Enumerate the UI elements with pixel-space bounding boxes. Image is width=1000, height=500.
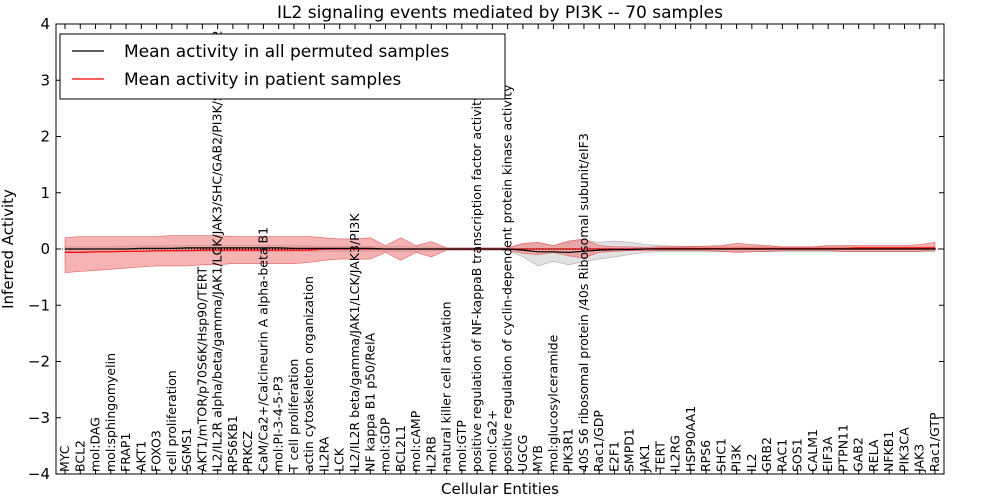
x-tick-label: AKT1 — [133, 441, 148, 472]
x-tick-label: LCK — [332, 447, 347, 472]
x-tick-label: mol:sphingomyelin — [103, 353, 118, 472]
x-tick-label: mol:PI-3-4-5-P3 — [271, 376, 286, 472]
x-tick-label: mol:DAG — [88, 417, 103, 472]
y-tick-label: −3 — [28, 409, 50, 427]
y-tick-label: 1 — [40, 184, 50, 202]
x-tick-label: Rac1/GTP — [927, 412, 942, 472]
x-tick-label: mol:cAMP — [408, 410, 423, 472]
x-tick-label: mol:GTP — [454, 420, 469, 472]
x-tick-label: SOS1 — [790, 438, 805, 472]
y-axis-label: Inferred Activity — [0, 189, 17, 309]
x-tick-label: T cell proliferation — [286, 359, 301, 473]
x-tick-label: EIF3A — [820, 436, 835, 472]
x-tick-label: SHC1 — [713, 438, 728, 472]
x-tick-label: PIK3R1 — [561, 428, 576, 472]
x-tick-label: SMPD1 — [622, 428, 637, 472]
x-tick-label: E2F1 — [607, 441, 622, 472]
x-tick-label: FRAP1 — [118, 433, 133, 472]
x-tick-label: RAC1 — [774, 439, 789, 472]
x-tick-label: JAK1 — [637, 444, 652, 473]
x-tick-label: IL2/IL2R beta/gamma/JAK1/LCK/JAK3/PI3K — [347, 213, 362, 472]
legend-label-patient: Mean activity in patient samples — [124, 70, 401, 90]
x-tick-label: BCL2L1 — [393, 425, 408, 472]
x-tick-label: UGCG — [515, 435, 530, 472]
x-tick-label: MYC — [57, 445, 72, 472]
x-tick-label: SGMS1 — [179, 428, 194, 472]
x-tick-label: PTPN11 — [835, 424, 850, 472]
x-tick-label: PRKCZ — [240, 431, 255, 472]
x-tick-label: positive regulation of NF-kappaB transcr… — [469, 93, 484, 472]
x-tick-label: positive regulation of cyclin-dependent … — [500, 84, 515, 472]
patient-band — [64, 235, 936, 273]
x-tick-label: RELA — [866, 439, 881, 472]
x-tick-label: mol:Ca2+ — [484, 410, 499, 472]
chart-title: IL2 signaling events mediated by PI3K --… — [277, 3, 723, 23]
x-tick-label: IL2 — [744, 453, 759, 472]
x-tick-label: mol:GDP — [378, 417, 393, 472]
x-tick-label: NF kappa B1 p50/RelA — [362, 332, 377, 472]
x-axis-label: Cellular Entities — [441, 480, 559, 498]
x-tick-label: CALM1 — [805, 429, 820, 472]
x-tick-label: GAB2 — [851, 437, 866, 472]
x-tick-label: BCL2 — [72, 440, 87, 472]
x-tick-label: IL2/IL2R alpha/beta/gamma/JAK1/LCK/JAK3/… — [210, 30, 225, 472]
x-tick-label: NFKB1 — [881, 431, 896, 472]
x-tick-label: cell proliferation — [164, 370, 179, 472]
x-tick-label: IL2RG — [668, 435, 683, 472]
y-tick-label: 0 — [40, 240, 50, 258]
x-tick-label: Rac1/GDP — [591, 410, 606, 472]
x-tick-label: CaM/Ca2+/Calcineurin A alpha-beta B1 — [255, 227, 270, 472]
x-tick-label: actin cytoskeleton organization — [301, 276, 316, 472]
x-tick-label: GRB2 — [759, 437, 774, 472]
legend-box — [59, 33, 506, 100]
x-tick-label: mol:glucosylceramide — [545, 334, 560, 472]
x-tick-label: TERT — [652, 441, 667, 473]
x-tick-label: JAK3 — [912, 444, 927, 473]
x-tick-label: PI3K — [729, 444, 744, 472]
x-tick-label: IL2RB — [423, 436, 438, 472]
y-tick-label: 2 — [40, 128, 50, 146]
x-tick-label: IL2RA — [317, 436, 332, 472]
y-tick-label: −4 — [28, 465, 50, 483]
plot-frame — [55, 23, 945, 475]
x-tick-label: AKT1/mTOR/p70S6K/Hsp90/TERT — [194, 266, 209, 472]
x-tick-label: RPS6KB1 — [225, 415, 240, 472]
legend: Mean activity in all permuted samples Me… — [59, 33, 506, 100]
legend-label-permuted: Mean activity in all permuted samples — [124, 42, 449, 62]
y-tick-label: −1 — [28, 296, 50, 314]
x-tick-label: HSP90AA1 — [683, 406, 698, 472]
y-tick-label: −2 — [28, 353, 50, 371]
y-tick-label: 3 — [40, 71, 50, 89]
x-tick-label: FOXO3 — [149, 430, 164, 472]
x-tick-label: RPS6 — [698, 440, 713, 472]
x-tick-label: 40S S6 ribosomal protein /40s Ribosomal … — [576, 133, 591, 472]
x-tick-label: natural killer cell activation — [439, 301, 454, 472]
x-tick-label: MYB — [530, 445, 545, 472]
x-tick-label: PIK3CA — [897, 427, 912, 472]
y-tick-label: 4 — [40, 15, 50, 33]
